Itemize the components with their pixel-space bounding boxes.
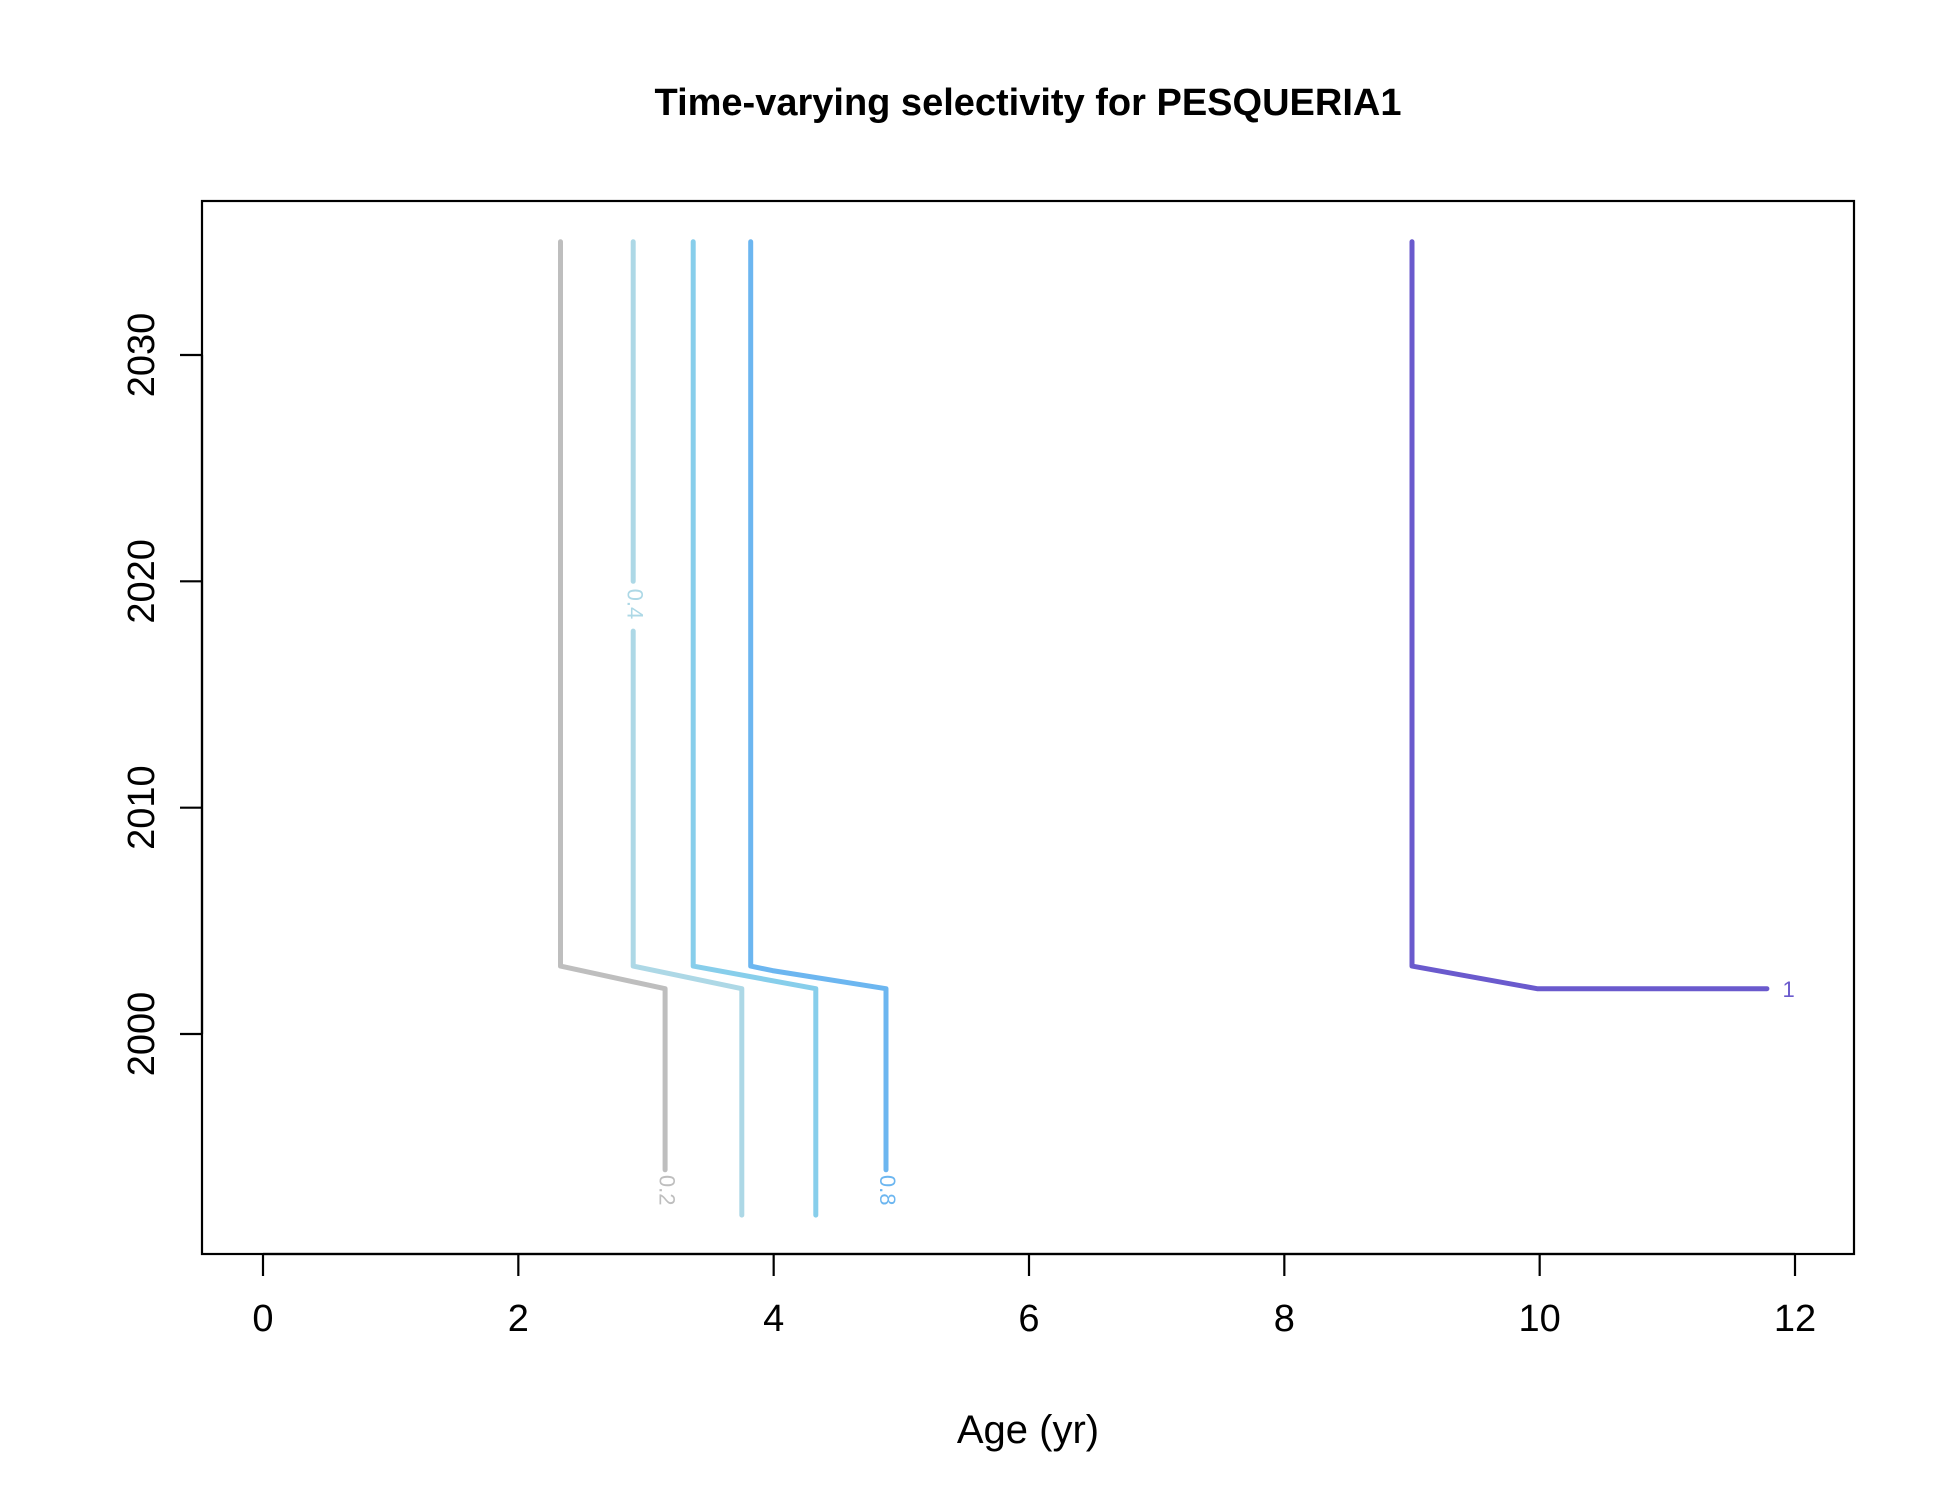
contour-labels: 0.2 0.4 0.8 1 — [622, 589, 1794, 1206]
y-tick-label: 2030 — [121, 313, 163, 398]
chart-title: Time-varying selectivity for PESQUERIA1 — [655, 82, 1402, 124]
x-tick-label: 6 — [1018, 1298, 1039, 1340]
contour-line — [690, 239, 819, 1218]
contour-lines — [558, 239, 1770, 1218]
x-tick-label: 2 — [508, 1298, 529, 1340]
x-tick-label: 10 — [1519, 1298, 1561, 1340]
contour-line — [1409, 239, 1770, 992]
x-tick-label: 4 — [763, 1298, 784, 1340]
contour-label: 1 — [1782, 977, 1794, 1002]
plot-frame — [200, 199, 1856, 1256]
contour-line — [558, 239, 668, 1173]
x-tick-label: 8 — [1274, 1298, 1295, 1340]
y-tick-label: 2020 — [121, 539, 163, 624]
x-tick-label: 12 — [1774, 1298, 1816, 1340]
contour-line — [630, 239, 745, 1218]
y-tick-label: 2000 — [121, 992, 163, 1077]
contour-label: 0.2 — [654, 1175, 679, 1206]
x-axis: 0 2 4 6 8 10 12 — [252, 1252, 1816, 1340]
x-axis-label: Age (yr) — [957, 1408, 1099, 1452]
y-tick-label: 2010 — [121, 765, 163, 850]
y-axis: 2000 2010 2020 2030 — [121, 313, 204, 1077]
contour-label: 0.4 — [622, 589, 647, 620]
contour-line — [748, 239, 889, 1173]
x-tick-label: 0 — [252, 1298, 273, 1340]
contour-label: 0.8 — [875, 1175, 900, 1206]
